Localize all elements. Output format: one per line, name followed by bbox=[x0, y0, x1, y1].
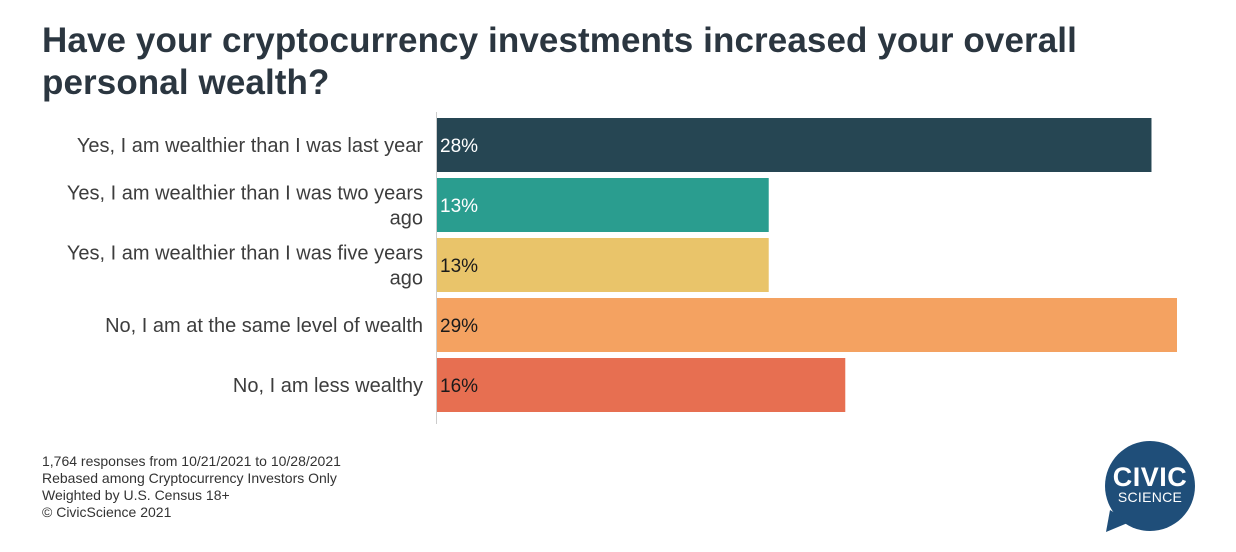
category-label-2-line-2: ago bbox=[390, 208, 423, 230]
bar-5 bbox=[437, 358, 846, 412]
logo-word-science: SCIENCE bbox=[1117, 489, 1183, 505]
category-label-3-line-2: ago bbox=[390, 268, 423, 290]
bar-value-label-3: 13% bbox=[440, 256, 478, 277]
category-label-4: No, I am at the same level of wealth bbox=[105, 315, 423, 337]
bar-4 bbox=[437, 298, 1177, 352]
chart-title: Have your cryptocurrency investments inc… bbox=[42, 21, 1077, 102]
bar-2 bbox=[437, 178, 769, 232]
footer-weighting-note: Weighted by U.S. Census 18+ bbox=[42, 487, 230, 503]
logo-speech-bubble-icon bbox=[1105, 441, 1195, 532]
bar-value-label-2: 13% bbox=[440, 196, 478, 217]
logo-word-civic: CIVIC bbox=[1112, 462, 1188, 492]
category-label-3-line-1: Yes, I am wealthier than I was five year… bbox=[67, 243, 423, 265]
category-label-1: Yes, I am wealthier than I was last year bbox=[77, 135, 423, 157]
chart-footer: 1,764 responses from 10/21/2021 to 10/28… bbox=[42, 453, 341, 521]
bar-3 bbox=[437, 238, 769, 292]
footer-responses: 1,764 responses from 10/21/2021 to 10/28… bbox=[42, 453, 341, 469]
footer-rebase-note: Rebased among Cryptocurrency Investors O… bbox=[42, 470, 337, 486]
footer-copyright: © CivicScience 2021 bbox=[42, 504, 172, 520]
category-label-2-line-1: Yes, I am wealthier than I was two years bbox=[67, 183, 423, 205]
bar-1 bbox=[437, 118, 1152, 172]
category-label-5: No, I am less wealthy bbox=[233, 375, 423, 397]
bar-value-label-1: 28% bbox=[440, 136, 478, 157]
civicscience-logo: CIVIC SCIENCE bbox=[1104, 440, 1200, 536]
bar-value-label-4: 29% bbox=[440, 316, 478, 337]
bar-value-label-5: 16% bbox=[440, 376, 478, 397]
